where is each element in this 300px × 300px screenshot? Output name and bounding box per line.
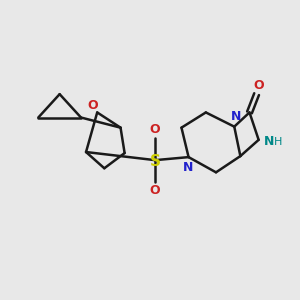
- Text: O: O: [253, 79, 264, 92]
- Text: O: O: [150, 184, 160, 197]
- Text: N: N: [231, 110, 242, 123]
- Text: O: O: [150, 123, 160, 136]
- Text: O: O: [88, 99, 98, 112]
- Text: N: N: [182, 161, 193, 174]
- Text: H: H: [274, 137, 282, 147]
- Text: N: N: [264, 135, 274, 148]
- Text: S: S: [150, 154, 160, 169]
